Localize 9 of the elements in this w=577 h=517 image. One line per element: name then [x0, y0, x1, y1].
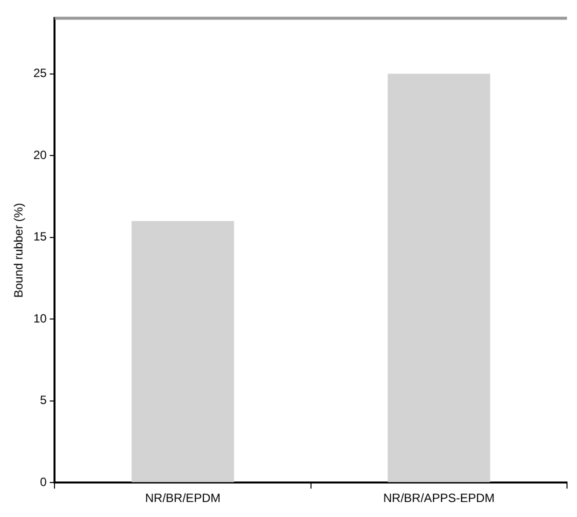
y-axis-title: Bound rubber (%) [12, 203, 26, 298]
y-tick-label: 5 [40, 393, 48, 408]
y-tick-label: 0 [40, 474, 48, 489]
y-tick-label: 15 [33, 230, 48, 244]
x-tick-label: NR/BR/APPS-EPDM [383, 491, 495, 506]
x-tick-label: NR/BR/EPDM [145, 491, 220, 506]
y-tick-label: 10 [33, 311, 48, 326]
y-tick-label: 25 [33, 66, 48, 80]
y-tick-label: 20 [33, 148, 48, 162]
